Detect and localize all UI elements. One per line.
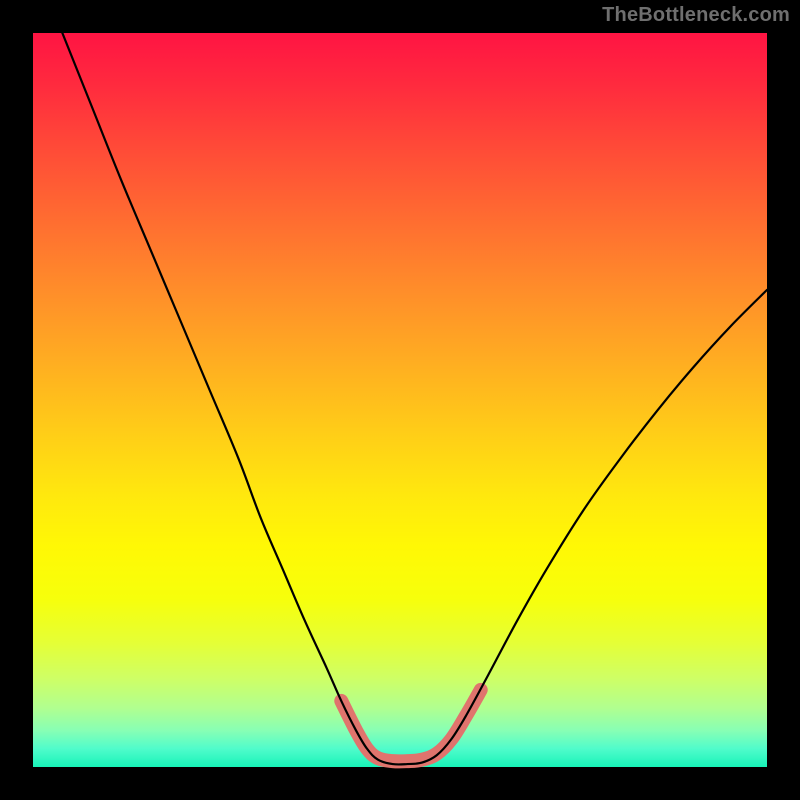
chart-svg	[0, 0, 800, 800]
watermark-text: TheBottleneck.com	[602, 4, 790, 27]
bottleneck-chart: TheBottleneck.com	[0, 0, 800, 800]
chart-background	[33, 33, 767, 767]
